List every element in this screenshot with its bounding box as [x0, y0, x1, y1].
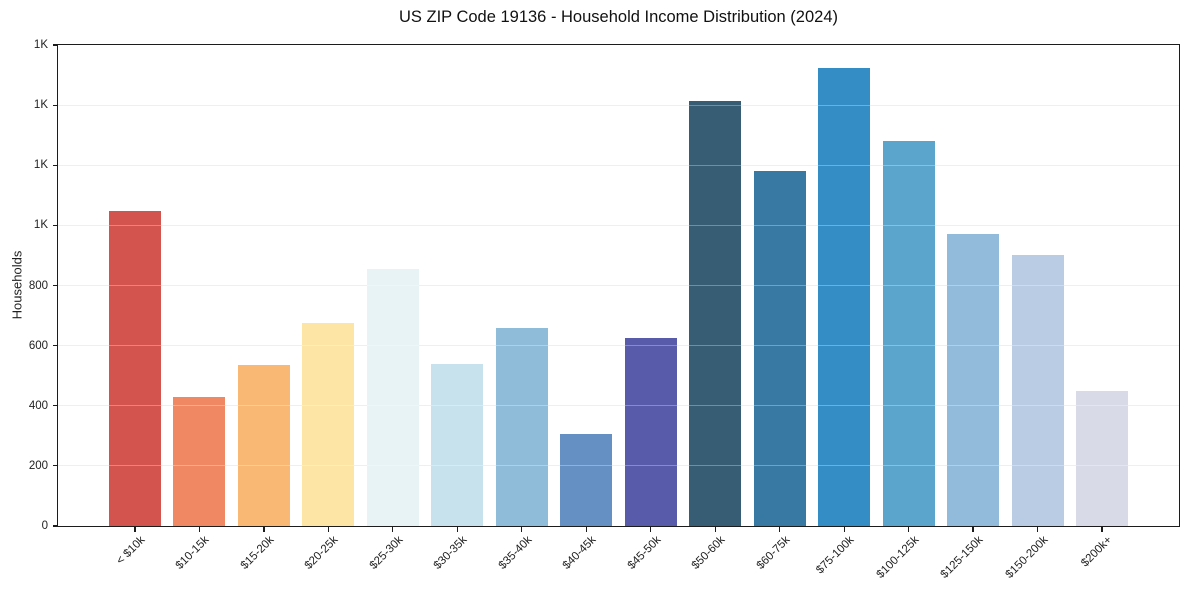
x-tick-mark: [456, 527, 458, 532]
gridline: [58, 465, 1179, 467]
y-tick-label: 1K: [33, 159, 48, 172]
gridline-overlay: [58, 405, 1179, 407]
bar: [624, 338, 677, 526]
bar: [947, 234, 1000, 526]
bar: [173, 397, 226, 526]
plot-area: 0 200 400 600 800 1K 1K 1K 1K < $10k $10-15k $15-20…: [29, 39, 1180, 581]
bar: [109, 210, 161, 526]
y-tick-label: 1K: [33, 219, 48, 232]
x-tick-mark: [714, 527, 716, 532]
x-tick-mark: [521, 527, 523, 532]
bar: [1011, 255, 1064, 526]
y-tick-label: 1K: [33, 99, 48, 112]
bar: [689, 100, 742, 526]
gridline: [58, 104, 1179, 106]
bar: [1076, 391, 1128, 526]
gridline-overlay: [58, 345, 1179, 347]
bar: [882, 140, 935, 526]
bar: [302, 322, 355, 526]
y-tick-label: 800: [28, 279, 48, 292]
bar: [818, 67, 871, 526]
gridline: [58, 285, 1179, 286]
x-tick-label: < $10k: [114, 534, 148, 568]
x-tick-mark: [843, 527, 845, 532]
gridline: [58, 164, 1179, 166]
x-tick-mark: [779, 527, 781, 532]
x-tick-mark: [908, 527, 910, 532]
y-tick-mark: [52, 164, 57, 166]
chart-title: US ZIP Code 19136 - Household Income Dis…: [398, 8, 838, 26]
x-tick-mark: [134, 527, 136, 532]
gridline-overlay: [58, 465, 1179, 467]
x-tick-mark: [585, 527, 587, 532]
bar: [560, 433, 613, 526]
bar: [753, 170, 806, 526]
y-tick-mark: [52, 224, 57, 226]
gridline-overlay: [58, 285, 1179, 286]
x-tick-mark: [650, 527, 652, 532]
y-tick-mark: [52, 345, 57, 347]
y-tick-mark: [52, 44, 57, 46]
gridline-overlay: [58, 104, 1179, 106]
y-tick-mark: [52, 284, 57, 287]
bar: [366, 268, 419, 526]
gridline: [58, 224, 1179, 226]
gridline-overlay: [58, 224, 1179, 226]
y-tick-label: 200: [28, 459, 48, 472]
x-tick-mark: [327, 527, 329, 532]
y-tick-mark: [52, 104, 57, 106]
x-tick-mark: [392, 527, 394, 532]
y-tick-label: 400: [28, 399, 48, 412]
gridline-overlay: [58, 164, 1179, 166]
bar: [495, 327, 548, 526]
y-tick-mark: [52, 465, 57, 467]
y-tick-mark: [52, 405, 57, 407]
gridline: [58, 405, 1179, 407]
x-tick-mark: [198, 527, 201, 532]
x-tick-mark: [263, 527, 265, 532]
x-tick-mark: [1036, 527, 1039, 532]
bar: [431, 363, 484, 526]
x-tick-mark: [1101, 527, 1103, 532]
y-tick-mark: [52, 525, 57, 527]
x-tick-mark: [972, 527, 974, 532]
y-tick-label: 0: [41, 520, 48, 532]
gridline: [58, 345, 1179, 347]
y-tick-label: 600: [28, 339, 48, 352]
bar: [237, 364, 290, 526]
y-tick-label: 1K: [33, 39, 48, 51]
